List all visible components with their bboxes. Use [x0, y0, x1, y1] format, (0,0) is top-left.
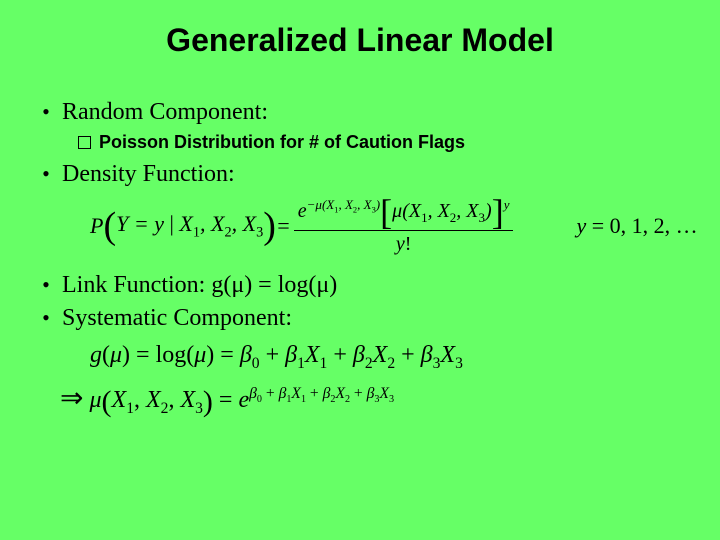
bullet-density-function: • Density Function: [30, 161, 690, 188]
bullet-dot-icon: • [30, 163, 62, 185]
bullet-link-function: • Link Function: g(μ) = log(μ) [30, 272, 690, 299]
sub-bullet-poisson: Poisson Distribution for # of Caution Fl… [78, 132, 690, 153]
bullet-systematic-component: • Systematic Component: [30, 305, 690, 332]
sub-bullet-text: Poisson Distribution for # of Caution Fl… [99, 132, 465, 153]
bullet-text: Systematic Component: [62, 305, 292, 332]
bullet-dot-icon: • [30, 274, 62, 296]
bullet-dot-icon: • [30, 101, 62, 123]
slide-content: • Random Component: Poisson Distribution… [0, 69, 720, 418]
bullet-dot-icon: • [30, 307, 62, 329]
bullet-random-component: • Random Component: [30, 99, 690, 126]
checkbox-icon [78, 136, 91, 149]
slide-title: Generalized Linear Model [0, 0, 720, 69]
link-equation-1: g(μ) = log(μ) = β0 + β1X1 + β2X2 + β3X3 [90, 342, 690, 373]
bullet-text: Density Function: [62, 161, 235, 188]
bullet-text: Random Component: [62, 99, 268, 126]
bullet-text: Link Function: g(μ) = log(μ) [62, 272, 337, 299]
density-formula: P(Y = y | X1, X2, X3)= e−μ(X1, X2, X3)[μ… [90, 196, 690, 256]
link-equation-2: ⇒ μ(X1, X2, X3) = eβ0 + β1X1 + β2X2 + β3… [60, 381, 690, 418]
